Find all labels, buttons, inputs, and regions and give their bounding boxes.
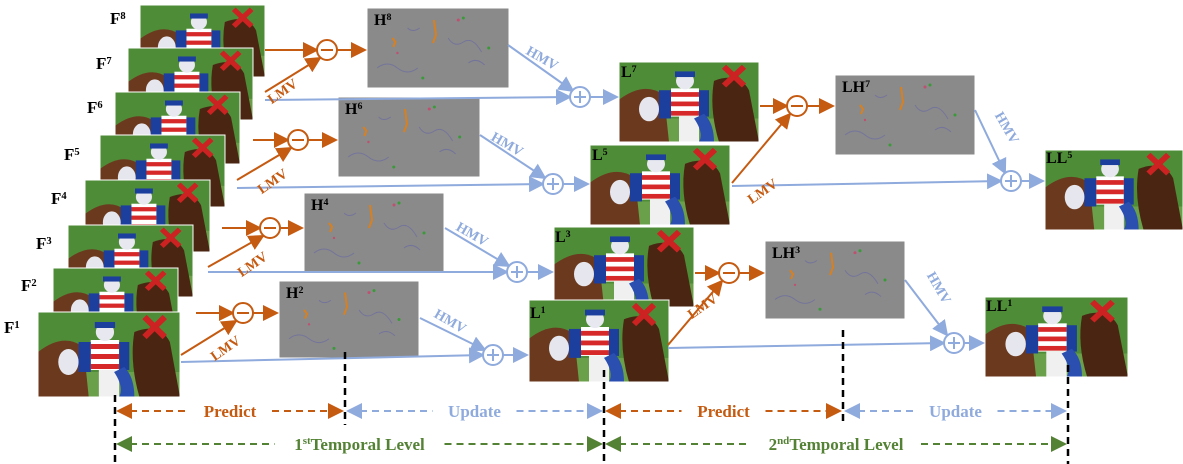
frame-label: F6 — [87, 98, 103, 117]
highpass-label-sup: 2 — [298, 285, 303, 296]
lowpass-label-sup: 1 — [1007, 298, 1012, 309]
frame-label-sup: 4 — [61, 191, 67, 202]
highpass-label-sup: 8 — [386, 12, 391, 23]
highpass-label-sup: 3 — [795, 245, 800, 256]
step-label: Update — [448, 402, 501, 421]
frame-label-base: F — [36, 234, 46, 253]
step-label: Predict — [204, 402, 257, 421]
highpass-label-sup: 4 — [323, 197, 328, 208]
hmv-label: HMV — [453, 220, 490, 250]
highpass-label-base: H — [286, 285, 299, 302]
lowpass-label-sup: 3 — [566, 229, 571, 240]
frame-label-base: F — [87, 98, 97, 117]
frame-label-base: F — [4, 318, 14, 337]
lowpass-label-base: L — [621, 64, 632, 81]
diagram: F8F7F6F5F4F3F2F1H8H6H4H2LH7LH3L7L5L3L1LL… — [0, 0, 1183, 464]
level-text: Temporal Level — [311, 435, 425, 454]
layer: F8F7F6F5F4F3F2F1H8H6H4H2LH7LH3L7L5L3L1LL… — [4, 5, 1183, 464]
frame-label-base: F — [110, 9, 120, 28]
lmv-label: LMV — [745, 177, 780, 208]
frame-label-sup: 5 — [74, 147, 79, 158]
highpass-label-base: H — [311, 197, 324, 214]
lmv-label: LMV — [255, 167, 290, 198]
frame-label-sup: 3 — [46, 236, 51, 247]
lowpass-label-base: LL — [986, 298, 1007, 315]
frame-label: F4 — [51, 189, 67, 208]
frame-label-base: F — [51, 189, 61, 208]
lowpass-label-base: L — [592, 147, 603, 164]
step-label: Update — [929, 402, 982, 421]
lowpass-label-sup: 5 — [1067, 150, 1072, 161]
lowpass-label-base: LL — [1046, 150, 1067, 167]
highpass-label-base: LH — [772, 245, 796, 262]
lmv-label: LMV — [235, 250, 270, 281]
lowpass-label-sup: 1 — [541, 305, 546, 316]
hmv-label: HMV — [923, 270, 953, 307]
highpass-label-base: LH — [842, 79, 866, 96]
connector — [237, 184, 543, 188]
level-number: 2 — [769, 435, 778, 454]
highpass-label-sup: 6 — [357, 101, 362, 112]
lowpass-label-sup: 5 — [603, 147, 608, 158]
hmv-label: HMV — [488, 130, 525, 160]
lowpass-frame — [554, 227, 694, 307]
highpass-label-base: H — [374, 12, 387, 29]
hmv-label: HMV — [991, 110, 1021, 147]
frame-label: F2 — [21, 276, 37, 295]
level-text: Temporal Level — [789, 435, 903, 454]
lowpass-frame — [619, 62, 759, 142]
input-frame — [38, 312, 180, 397]
frame-label-sup: 2 — [31, 278, 36, 289]
frame-label-base: F — [96, 54, 106, 73]
frame-label-sup: 6 — [97, 100, 102, 111]
highpass-label-base: H — [345, 101, 358, 118]
frame-label: F8 — [110, 9, 126, 28]
frame-label: F7 — [96, 54, 112, 73]
frame-label: F3 — [36, 234, 52, 253]
level-number: 1 — [294, 435, 303, 454]
frame-label-sup: 1 — [14, 320, 19, 331]
level-suffix: nd — [777, 435, 789, 447]
level-label: 1stTemporal Level — [294, 435, 425, 454]
frame-label: F5 — [64, 145, 80, 164]
highpass-label-sup: 7 — [865, 79, 870, 90]
frame-label-base: F — [21, 276, 31, 295]
frame-label-sup: 7 — [106, 56, 112, 67]
frame-label: F1 — [4, 318, 20, 337]
level-label: 2ndTemporal Level — [769, 435, 904, 454]
lowpass-label-base: L — [555, 229, 566, 246]
frame-label-base: F — [64, 145, 74, 164]
lowpass-frame — [590, 145, 730, 225]
step-label: Predict — [697, 402, 750, 421]
connector — [668, 343, 944, 348]
lowpass-frame — [529, 300, 669, 382]
frame-label-sup: 8 — [120, 11, 125, 22]
lowpass-label-base: L — [530, 305, 541, 322]
lowpass-label-sup: 7 — [632, 64, 637, 75]
